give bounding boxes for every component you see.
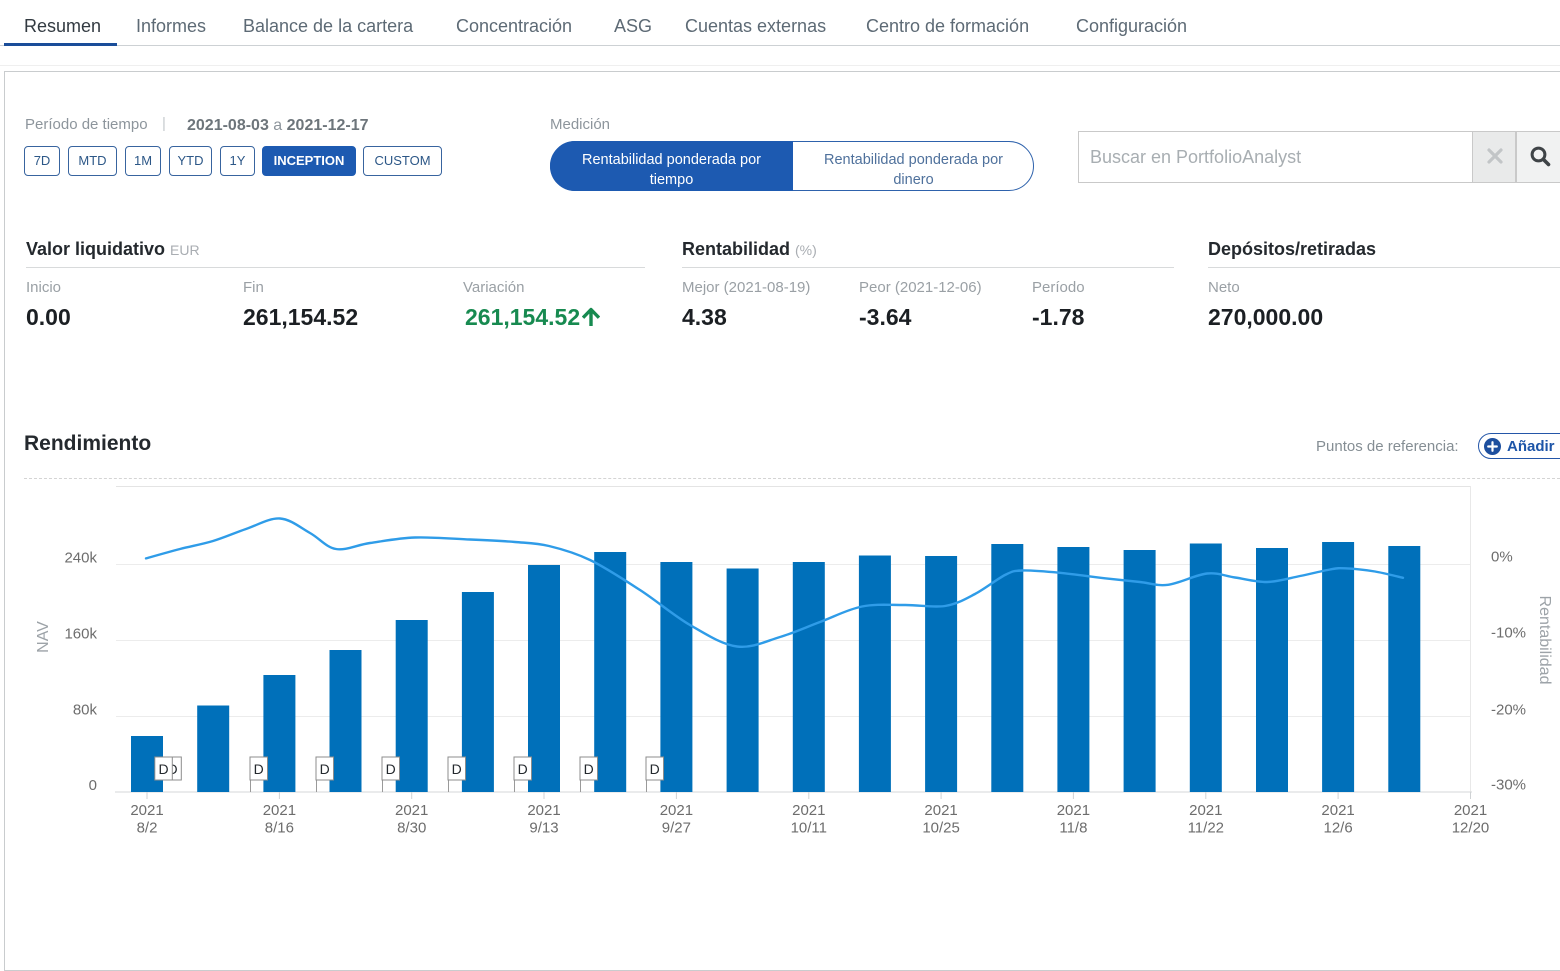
svg-text:2021: 2021 (130, 802, 163, 819)
svg-text:12/20: 12/20 (1452, 820, 1490, 837)
svg-text:D: D (452, 761, 462, 777)
svg-text:D: D (518, 761, 528, 777)
svg-text:2021: 2021 (1057, 802, 1090, 819)
svg-text:2021: 2021 (660, 802, 693, 819)
svg-text:0: 0 (89, 777, 97, 794)
svg-text:2021: 2021 (1189, 802, 1222, 819)
svg-text:-20%: -20% (1491, 702, 1526, 719)
svg-text:-30%: -30% (1491, 777, 1526, 794)
svg-text:11/22: 11/22 (1188, 820, 1224, 837)
svg-text:9/13: 9/13 (529, 820, 558, 837)
svg-text:D: D (158, 761, 168, 777)
svg-text:0%: 0% (1491, 549, 1513, 566)
svg-text:D: D (386, 761, 396, 777)
svg-text:NAV: NAV (35, 621, 52, 653)
svg-text:240k: 240k (64, 550, 97, 567)
svg-text:10/11: 10/11 (791, 820, 827, 837)
svg-text:2021: 2021 (924, 802, 957, 819)
svg-text:Rentabilidad: Rentabilidad (1536, 596, 1553, 685)
svg-text:2021: 2021 (263, 802, 296, 819)
svg-text:10/25: 10/25 (922, 820, 960, 837)
svg-text:2021: 2021 (792, 802, 825, 819)
svg-text:8/2: 8/2 (137, 820, 158, 837)
svg-text:8/16: 8/16 (265, 820, 294, 837)
svg-text:D: D (320, 761, 330, 777)
svg-text:2021: 2021 (527, 802, 560, 819)
svg-text:160k: 160k (64, 626, 97, 643)
svg-text:11/8: 11/8 (1059, 820, 1087, 837)
svg-text:9/27: 9/27 (662, 820, 691, 837)
svg-text:D: D (584, 761, 594, 777)
svg-text:8/30: 8/30 (397, 820, 426, 837)
svg-text:80k: 80k (73, 702, 98, 719)
svg-text:-10%: -10% (1491, 625, 1526, 642)
svg-text:D: D (254, 761, 264, 777)
svg-text:D: D (650, 761, 660, 777)
svg-text:12/6: 12/6 (1323, 820, 1352, 837)
svg-text:2021: 2021 (1454, 802, 1487, 819)
svg-text:2021: 2021 (1321, 802, 1354, 819)
svg-text:2021: 2021 (395, 802, 428, 819)
